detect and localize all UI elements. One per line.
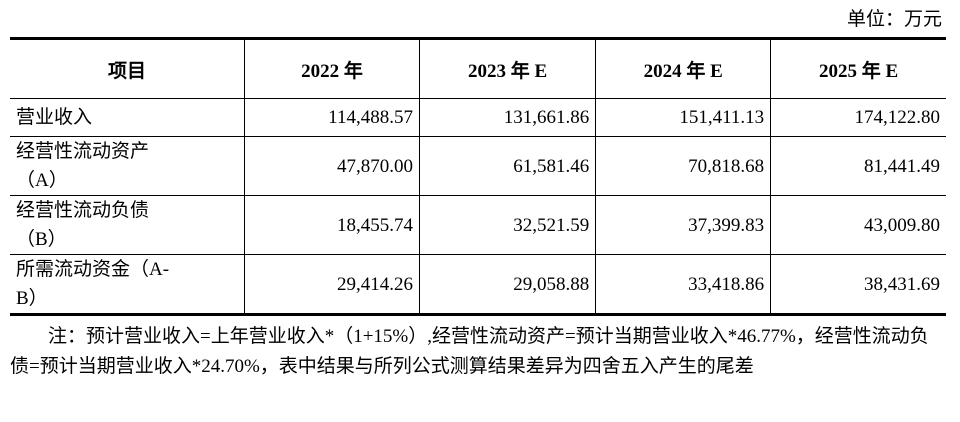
header-cell: 2025 年 E <box>770 38 946 99</box>
value-cell: 81,441.49 <box>770 136 946 196</box>
value-cell: 114,488.57 <box>244 98 420 137</box>
value-cell: 29,414.26 <box>244 254 420 315</box>
row-label-line: （A） <box>16 170 68 191</box>
value-cell: 43,009.80 <box>770 195 946 255</box>
value-cell: 151,411.13 <box>595 98 772 137</box>
row-label-line: 所需流动资金（A- <box>16 259 170 280</box>
value-cell: 70,818.68 <box>595 136 772 196</box>
row-label: 营业收入 <box>10 98 245 137</box>
value-cell: 131,661.86 <box>418 98 597 137</box>
table-row: 经营性流动资产 （A） 47,870.00 61,581.46 70,818.68 81,… <box>10 136 946 196</box>
value-cell: 174,122.80 <box>770 98 946 137</box>
value-cell: 61,581.46 <box>418 136 597 196</box>
row-label-line: 营业收入 <box>16 107 93 128</box>
row-label-line: B） <box>16 288 48 309</box>
row-label-line: 经营性流动资产 <box>16 141 150 162</box>
table-row: 营业收入 114,488.57 131,661.86 151,411.13 174,12… <box>10 98 946 137</box>
header-cell: 项目 <box>10 38 245 99</box>
row-label-line: 经营性流动负债 <box>16 200 150 221</box>
row-label: 经营性流动负债 （B） <box>10 195 245 255</box>
value-cell: 29,058.88 <box>418 254 597 315</box>
value-cell: 18,455.74 <box>244 195 420 255</box>
header-cell: 2024 年 E <box>595 38 772 99</box>
header-cell: 2022 年 <box>244 38 420 99</box>
row-label-line: （B） <box>16 229 67 250</box>
header-cell: 2023 年 E <box>418 38 597 99</box>
footnote: 注：预计营业收入=上年营业收入*（1+15%）,经营性流动资产=预计当期营业收入… <box>10 326 929 377</box>
value-cell: 47,870.00 <box>244 136 420 196</box>
header-row: 项目 2022 年 2023 年 E 2024 年 E 2025 年 E <box>10 38 946 99</box>
data-table: 项目 2022 年 2023 年 E 2024 年 E 2025 年 E 营业收入 114… <box>10 37 946 316</box>
row-label: 经营性流动资产 （A） <box>10 136 245 196</box>
value-cell: 38,431.69 <box>770 254 946 315</box>
value-cell: 37,399.83 <box>595 195 772 255</box>
table-row: 所需流动资金（A- B） 29,414.26 29,058.88 33,418.86 38… <box>10 254 946 315</box>
unit-label: 单位：万元 <box>846 9 942 30</box>
value-cell: 32,521.59 <box>418 195 597 255</box>
value-cell: 33,418.86 <box>595 254 772 315</box>
table-row: 经营性流动负债 （B） 18,455.74 32,521.59 37,399.83 43,… <box>10 195 946 255</box>
row-label: 所需流动资金（A- B） <box>10 254 245 315</box>
